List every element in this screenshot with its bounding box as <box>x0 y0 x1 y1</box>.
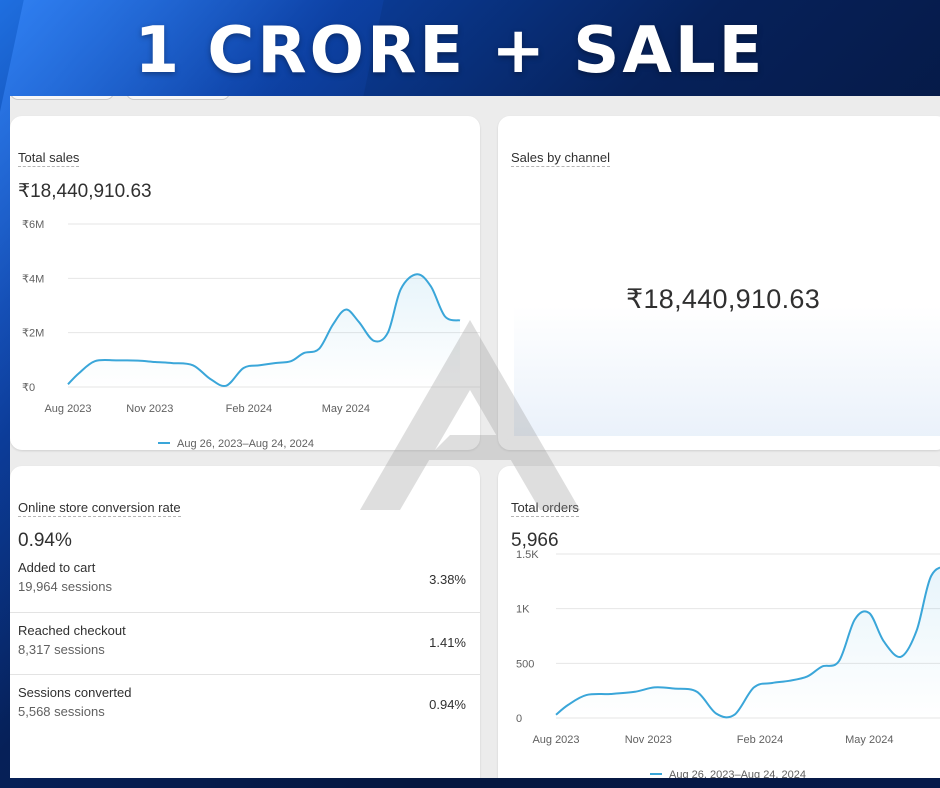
conversion-rate-card[interactable]: Online store conversion rate 0.94% Added… <box>10 466 480 778</box>
sales-by-channel-title[interactable]: Sales by channel <box>511 150 611 167</box>
arswat-logo-icon <box>15 743 49 775</box>
total-sales-chart: ₹0 ₹2M ₹4M ₹6M Aug 2023 Nov 2023 Feb 2024 May 2… <box>22 219 480 450</box>
x-tick-label: Feb 2024 <box>737 734 783 746</box>
y-tick-label: ₹2M <box>22 328 44 340</box>
total-orders-title[interactable]: Total orders <box>511 500 579 517</box>
total-sales-card[interactable]: Total sales ₹18,440,910.63 ₹0 ₹2M ₹4M ₹6M Au… <box>10 116 480 450</box>
legend-label: Aug 26, 2023–Aug 24, 2024 <box>177 438 314 450</box>
series-line <box>67 273 461 388</box>
conversion-row-sessions: 5,568 sessions <box>18 704 105 719</box>
y-tick-label: ₹6M <box>22 219 44 231</box>
total-sales-title[interactable]: Total sales <box>18 150 80 167</box>
total-sales-value: ₹18,440,910.63 <box>18 181 152 202</box>
toolbar-button[interactable] <box>126 96 230 100</box>
y-tick-label: 1K <box>516 604 530 616</box>
y-tick-label: 500 <box>516 658 534 670</box>
conversion-rate-value: 0.94% <box>18 530 72 551</box>
dashboard-screenshot: Total sales ₹18,440,910.63 ₹0 ₹2M ₹4M ₹6M Au… <box>10 96 940 778</box>
y-tick-label: 1.5K <box>516 549 539 561</box>
series-area <box>68 274 460 387</box>
conversion-row-label: Sessions converted <box>18 685 132 700</box>
channel-chart-area <box>514 306 940 436</box>
x-tick-label: May 2024 <box>322 403 370 415</box>
x-tick-label: Aug 2023 <box>532 734 579 746</box>
series-area <box>556 567 940 718</box>
x-tick-label: Feb 2024 <box>226 403 272 415</box>
conversion-row-sessions-converted: Sessions converted 5,568 sessions 0.94% <box>10 674 480 736</box>
brand: ARSWAT MEDIA <box>14 742 261 778</box>
conversion-row-sessions: 19,964 sessions <box>18 579 112 594</box>
headline: 1 CRORE + SALE <box>134 14 766 88</box>
conversion-row-label: Added to cart <box>18 560 96 575</box>
total-orders-value: 5,966 <box>511 530 559 551</box>
y-tick-label: 0 <box>516 713 522 725</box>
x-tick-label: May 2024 <box>845 734 893 746</box>
total-orders-card[interactable]: Total orders 5,966 0 500 1K 1.5K Aug 2023 Nov… <box>498 466 940 778</box>
sales-by-channel-value: ₹18,440,910.63 <box>625 284 821 314</box>
conversion-row-percent: 3.38% <box>429 572 466 587</box>
y-tick-label: ₹0 <box>22 382 35 394</box>
brand-name: ARSWAT MEDIA <box>58 747 262 773</box>
y-tick-label: ₹4M <box>22 273 44 285</box>
conversion-row-percent: 1.41% <box>429 635 466 650</box>
conversion-row-sessions: 8,317 sessions <box>18 642 105 657</box>
x-tick-label: Nov 2023 <box>625 734 672 746</box>
conversion-row-reached-checkout: Reached checkout 8,317 sessions 1.41% <box>10 612 480 674</box>
conversion-rate-title[interactable]: Online store conversion rate <box>18 500 181 517</box>
conversion-row-percent: 0.94% <box>429 697 466 712</box>
conversion-row-added-to-cart: Added to cart 19,964 sessions 3.38% <box>10 550 480 612</box>
watermark-logo-icon <box>360 320 580 510</box>
total-orders-chart: 0 500 1K 1.5K Aug 2023 Nov 2023 Feb 2024 May 20… <box>516 549 940 778</box>
sales-by-channel-card[interactable]: Sales by channel ₹18,440,910.63 <box>498 116 940 450</box>
conversion-row-label: Reached checkout <box>18 623 126 638</box>
legend-label: Aug 26, 2023–Aug 24, 2024 <box>669 769 806 778</box>
x-tick-label: Nov 2023 <box>126 403 173 415</box>
series-line <box>555 566 940 719</box>
x-tick-label: Aug 2023 <box>44 403 91 415</box>
toolbar-button[interactable] <box>10 96 114 100</box>
